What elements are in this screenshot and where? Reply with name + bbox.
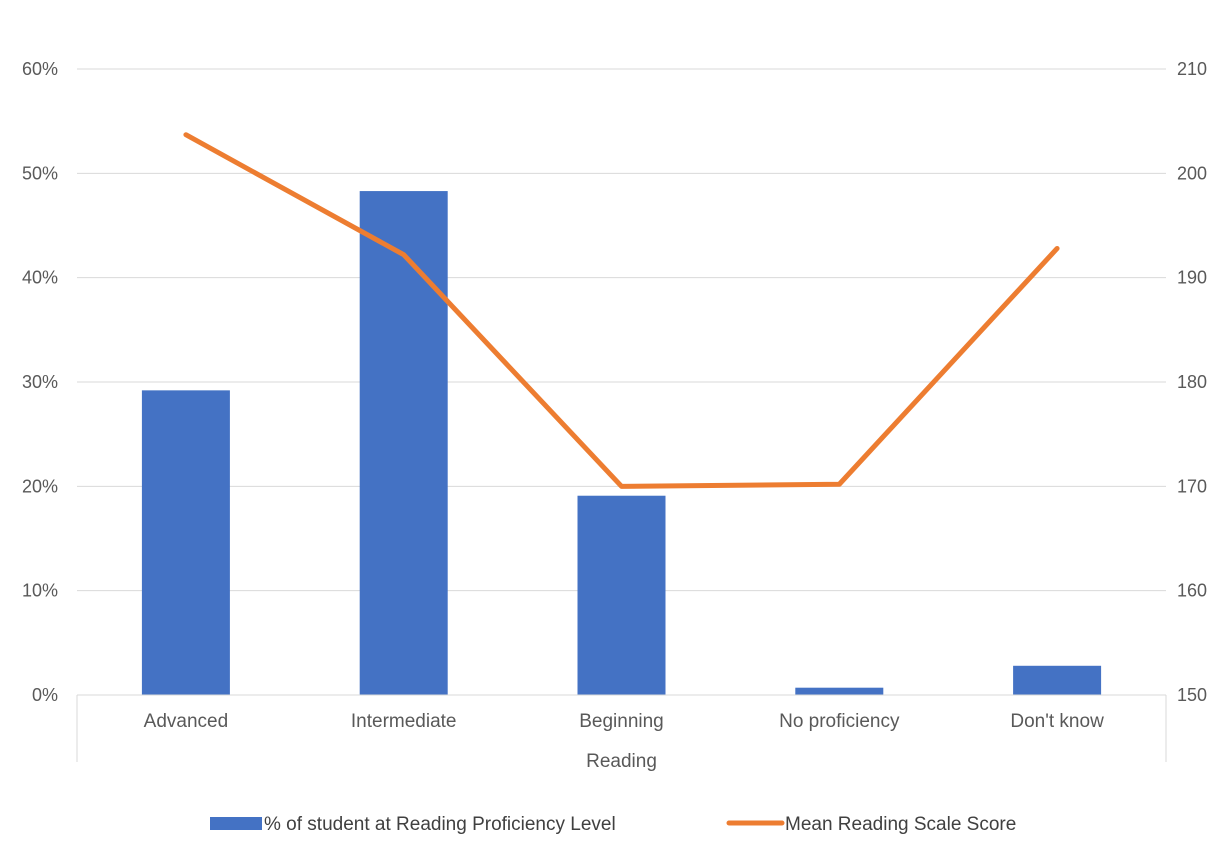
bar-don-t-know — [1013, 666, 1101, 695]
bar-advanced — [142, 390, 230, 695]
left-tick-label: 60% — [22, 59, 58, 79]
category-label: Advanced — [144, 711, 229, 732]
right-y-axis: 150 160 170 180 190 200 210 — [1177, 59, 1207, 705]
category-label: Don't know — [1010, 711, 1104, 732]
category-label: Beginning — [579, 711, 664, 732]
bar-series — [142, 191, 1101, 695]
right-tick-label: 170 — [1177, 476, 1207, 496]
right-tick-label: 160 — [1177, 581, 1207, 601]
right-tick-label: 150 — [1177, 685, 1207, 705]
bar-intermediate — [360, 191, 448, 695]
bar-beginning — [578, 496, 666, 695]
left-tick-label: 30% — [22, 372, 58, 392]
legend-label-line: Mean Reading Scale Score — [785, 814, 1016, 835]
left-tick-label: 50% — [22, 163, 58, 183]
right-tick-label: 190 — [1177, 268, 1207, 288]
right-tick-label: 200 — [1177, 163, 1207, 183]
right-tick-label: 210 — [1177, 59, 1207, 79]
category-group-label: Reading — [586, 751, 657, 772]
left-tick-label: 20% — [22, 476, 58, 496]
legend-swatch-bar — [210, 817, 262, 830]
right-tick-label: 180 — [1177, 372, 1207, 392]
bar-no-proficiency — [795, 688, 883, 695]
left-y-axis: 0% 10% 20% 30% 40% 50% 60% — [22, 59, 58, 705]
category-label: Intermediate — [351, 711, 457, 732]
legend-label-bar: % of student at Reading Proficiency Leve… — [264, 814, 616, 835]
category-labels: Advanced Intermediate Beginning No proficie… — [144, 711, 1104, 732]
left-tick-label: 10% — [22, 581, 58, 601]
legend: % of student at Reading Proficiency Leve… — [210, 814, 1016, 835]
mean-score-line — [186, 135, 1057, 487]
left-tick-label: 40% — [22, 268, 58, 288]
line-series — [186, 135, 1057, 487]
category-label: No proficiency — [779, 711, 900, 732]
left-tick-label: 0% — [32, 685, 58, 705]
